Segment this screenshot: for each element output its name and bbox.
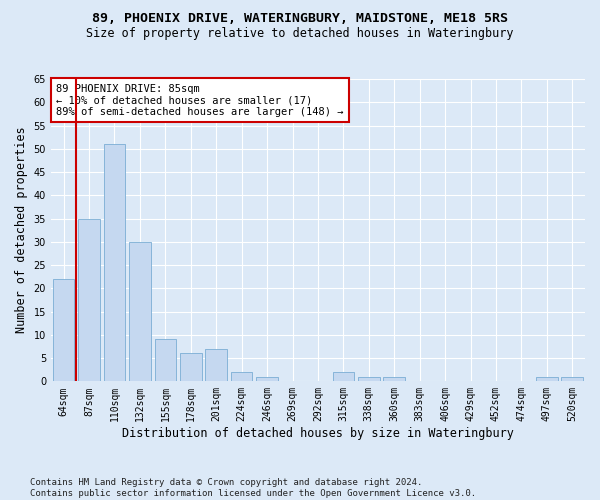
Bar	[78, 218, 100, 382]
Bar	[383, 376, 405, 382]
Bar	[536, 376, 557, 382]
Bar	[155, 340, 176, 382]
Text: Size of property relative to detached houses in Wateringbury: Size of property relative to detached ho…	[86, 28, 514, 40]
Bar	[104, 144, 125, 382]
Text: 89, PHOENIX DRIVE, WATERINGBURY, MAIDSTONE, ME18 5RS: 89, PHOENIX DRIVE, WATERINGBURY, MAIDSTO…	[92, 12, 508, 26]
Bar	[256, 376, 278, 382]
Bar	[180, 354, 202, 382]
Text: Contains HM Land Registry data © Crown copyright and database right 2024.
Contai: Contains HM Land Registry data © Crown c…	[30, 478, 476, 498]
Y-axis label: Number of detached properties: Number of detached properties	[15, 127, 28, 334]
Bar	[205, 349, 227, 382]
Bar	[562, 376, 583, 382]
Text: 89 PHOENIX DRIVE: 85sqm
← 10% of detached houses are smaller (17)
89% of semi-de: 89 PHOENIX DRIVE: 85sqm ← 10% of detache…	[56, 84, 344, 116]
X-axis label: Distribution of detached houses by size in Wateringbury: Distribution of detached houses by size …	[122, 427, 514, 440]
Bar	[332, 372, 354, 382]
Bar	[53, 279, 74, 382]
Bar	[231, 372, 253, 382]
Bar	[129, 242, 151, 382]
Bar	[358, 376, 380, 382]
